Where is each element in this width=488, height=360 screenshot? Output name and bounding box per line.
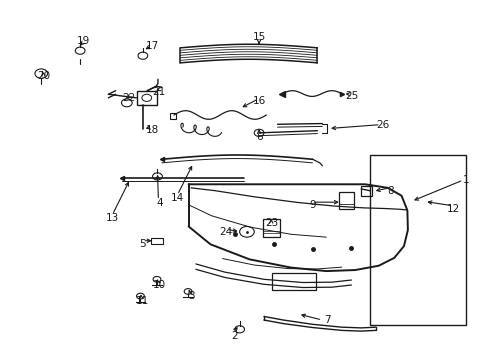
Text: 22: 22 (122, 93, 136, 103)
Text: 20: 20 (38, 71, 51, 81)
Text: 11: 11 (136, 296, 149, 306)
Bar (338, 192, 354, 209)
Text: 24: 24 (219, 227, 232, 237)
Bar (263, 219, 280, 237)
Text: 23: 23 (264, 218, 278, 228)
Bar (271, 273, 316, 290)
Text: 18: 18 (145, 125, 159, 135)
Bar (361, 186, 371, 196)
Text: 7: 7 (323, 315, 330, 325)
Text: 19: 19 (76, 36, 89, 46)
Text: 15: 15 (252, 32, 265, 42)
Text: 16: 16 (252, 96, 265, 107)
Text: 12: 12 (446, 203, 459, 213)
Bar (151, 238, 163, 244)
Text: 25: 25 (344, 91, 357, 101)
Text: 5: 5 (139, 239, 145, 249)
Text: 10: 10 (153, 280, 165, 291)
Text: 13: 13 (105, 212, 119, 222)
Bar (369, 155, 465, 325)
Text: 26: 26 (376, 120, 389, 130)
Text: 17: 17 (145, 41, 159, 51)
Text: 4: 4 (156, 198, 163, 208)
Text: 2: 2 (231, 332, 238, 342)
Text: 9: 9 (308, 200, 315, 210)
Text: 14: 14 (171, 193, 184, 203)
Text: 3: 3 (187, 291, 194, 301)
Text: 21: 21 (151, 87, 165, 98)
Text: 8: 8 (386, 186, 393, 196)
Text: 1: 1 (462, 175, 468, 185)
Text: 6: 6 (255, 132, 262, 142)
Bar (136, 91, 157, 105)
